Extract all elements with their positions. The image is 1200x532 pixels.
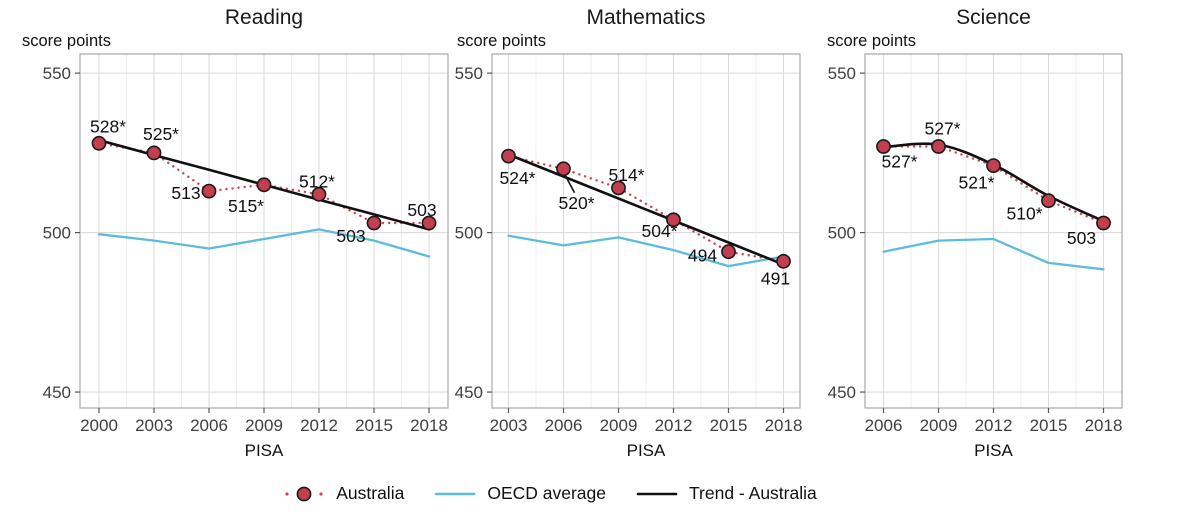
point-label: 504*: [641, 221, 677, 241]
legend-dot: [319, 491, 323, 496]
y-axis-title-reading: score points: [22, 32, 111, 50]
x-axis-title-reading: PISA: [244, 441, 284, 460]
panel-title-reading: Reading: [224, 6, 304, 29]
point-label: 494: [688, 246, 717, 266]
x-tick-label: 2018: [410, 416, 448, 435]
australia-point: [931, 139, 946, 154]
label-leader-line: [564, 175, 576, 194]
y-tick-label: 500: [828, 224, 856, 243]
x-tick-label: 2000: [80, 416, 118, 435]
y-tick-label: 450: [828, 383, 856, 402]
legend-item-australia: Australia: [283, 483, 404, 504]
australia-point: [366, 215, 382, 231]
y-tick-label: 550: [828, 64, 856, 83]
point-label: 524*: [499, 168, 535, 188]
panel-title-mathematics: Mathematics: [586, 6, 706, 29]
legend-item-trend-australia: Trend - Australia: [636, 483, 817, 504]
legend-dot: [285, 491, 289, 496]
point-label: 515*: [228, 196, 264, 216]
y-axis-title-science: score points: [827, 32, 916, 50]
plot-panel: [491, 53, 801, 409]
x-tick-label: 2018: [1085, 416, 1123, 435]
australia-point: [421, 215, 437, 231]
point-label: 503: [407, 200, 436, 220]
australia-dotted-line: [882, 145, 1105, 225]
x-tick-label: 2018: [765, 416, 803, 435]
y-tick-label: 550: [43, 64, 71, 83]
australia-point: [876, 139, 891, 154]
point-label: 514*: [608, 165, 644, 185]
x-tick-label: 2009: [245, 416, 283, 435]
point-label: 527*: [924, 119, 960, 139]
point-label: 528*: [90, 116, 126, 136]
australia-point: [1041, 193, 1056, 209]
legend-label: OECD average: [487, 483, 606, 503]
point-label: 513: [171, 183, 200, 203]
y-tick-label: 500: [43, 224, 71, 243]
point-label: 512*: [299, 171, 335, 191]
legend-sample-line-black: [636, 492, 678, 495]
australia-point: [146, 145, 162, 161]
legend-sample-dotted-point: [285, 486, 323, 501]
australia-point: [501, 148, 516, 164]
y-tick-label: 500: [455, 224, 483, 243]
point-label: 527*: [881, 152, 917, 172]
australia-point: [201, 183, 217, 199]
panel-title-science: Science: [956, 6, 1031, 29]
x-axis-title-mathematics: PISA: [626, 441, 666, 460]
legend-sample-line-blue: [435, 492, 476, 495]
x-tick-label: 2003: [490, 416, 528, 435]
australia-point: [776, 253, 791, 269]
point-label: 503: [336, 226, 365, 246]
x-axis-title-science: PISA: [974, 441, 1013, 460]
legend-item-oecd-average: OECD average: [434, 483, 606, 504]
point-label: 503: [1067, 228, 1096, 248]
oecd-average-line: [97, 228, 431, 258]
y-tick-label: 550: [455, 64, 483, 83]
x-tick-label: 2015: [355, 416, 393, 435]
trend-line: [507, 153, 785, 266]
x-tick-label: 2009: [600, 416, 638, 435]
point-label: 491: [761, 268, 790, 288]
x-tick-label: 2009: [920, 416, 958, 435]
australia-point: [91, 135, 107, 151]
australia-point: [721, 244, 736, 260]
australia-point: [611, 180, 626, 196]
x-tick-label: 2006: [545, 416, 583, 435]
legend-label: Australia: [336, 483, 405, 503]
australia-point: [666, 212, 681, 228]
x-tick-label: 2015: [710, 416, 748, 435]
chart-legend: Australia OECD average Trend - Australia: [0, 483, 1150, 504]
point-label: 521*: [958, 173, 994, 193]
legend-label: Trend - Australia: [689, 483, 817, 503]
y-axis-title-mathematics: score points: [457, 32, 546, 50]
australia-dotted-line: [507, 154, 785, 263]
australia-point: [986, 158, 1001, 173]
y-tick-label: 450: [455, 383, 483, 402]
point-label: 525*: [143, 124, 179, 144]
point-label: 520*: [558, 193, 594, 213]
x-tick-label: 2012: [300, 416, 338, 435]
x-tick-label: 2015: [1030, 416, 1068, 435]
x-tick-label: 2006: [190, 416, 228, 435]
australia-point: [556, 161, 571, 177]
oecd-average-line: [882, 237, 1105, 271]
y-tick-label: 450: [43, 383, 71, 402]
legend-marker-circle: [296, 486, 312, 501]
x-tick-label: 2012: [655, 416, 693, 435]
x-tick-label: 2006: [865, 416, 903, 435]
australia-point: [311, 186, 327, 202]
point-label: 510*: [1006, 204, 1042, 224]
australia-point: [1096, 215, 1111, 231]
australia-point: [256, 177, 272, 193]
oecd-average-line: [507, 234, 785, 268]
x-tick-label: 2012: [975, 416, 1013, 435]
x-tick-label: 2003: [135, 416, 173, 435]
